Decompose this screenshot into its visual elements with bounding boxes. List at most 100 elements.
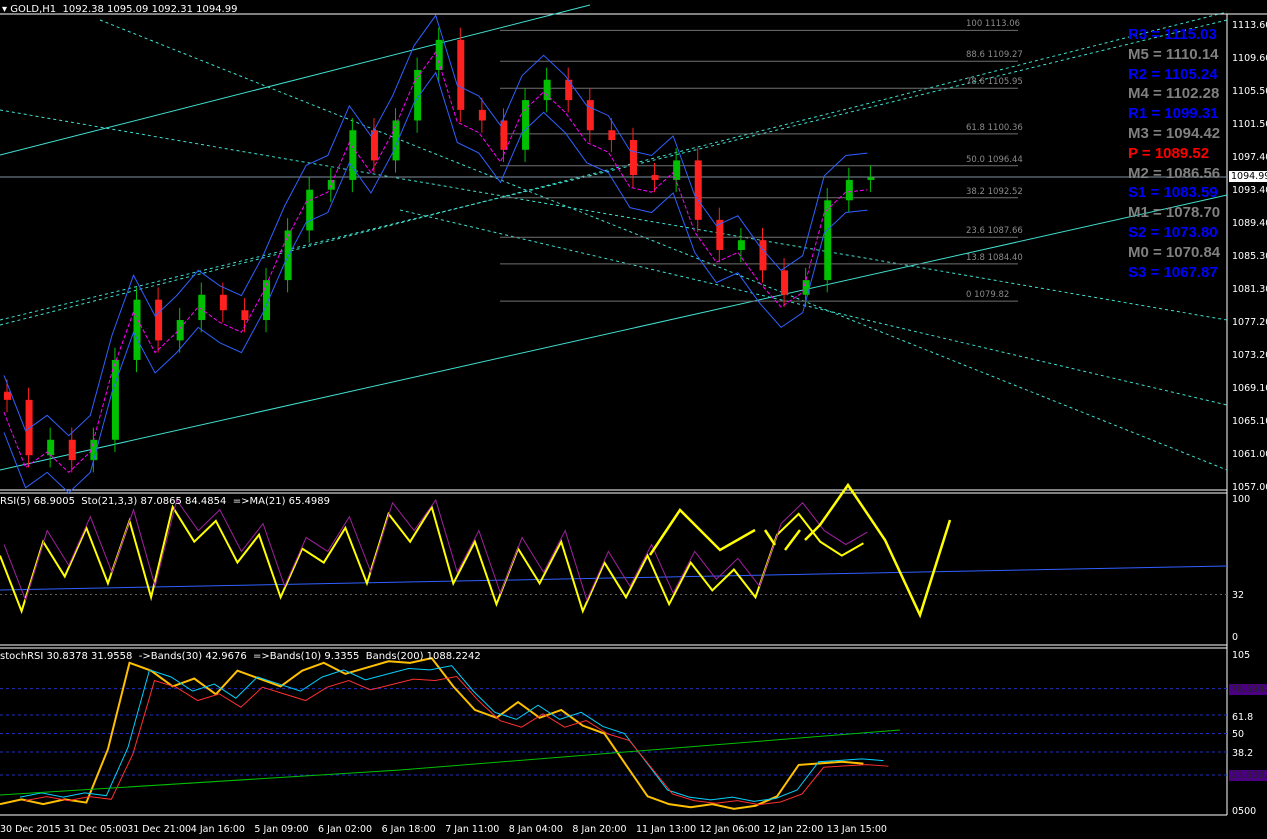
time-tick-label: 30 Dec 2015	[0, 824, 61, 835]
price-tick-label: 1081.30	[1232, 284, 1267, 295]
time-tick-label: 31 Dec 21:00	[127, 824, 192, 835]
pivot-label-m: M4 = 1102.28	[1128, 85, 1220, 103]
price-tick-label: 1085.30	[1232, 251, 1267, 262]
candle-body	[392, 120, 400, 161]
candle-body	[867, 177, 875, 180]
band-line	[19, 665, 884, 802]
stochrsi-tick-label: 105	[1232, 650, 1251, 661]
candle-body	[565, 79, 573, 101]
stochrsi-tick-label: 78.5942	[1229, 684, 1267, 695]
price-tick-label: 1069.10	[1232, 383, 1267, 394]
time-tick-label: 6 Jan 18:00	[381, 824, 436, 835]
candle-body	[845, 179, 853, 201]
pivot-label-m: M2 = 1086.56	[1128, 164, 1221, 182]
candle-body	[651, 175, 659, 180]
symbol-label: GOLD,H1	[10, 4, 57, 15]
trend-line	[99, 19, 1228, 471]
price-tick-label: 1109.60	[1232, 53, 1267, 64]
candle-body	[68, 439, 76, 461]
time-tick-label: 8 Jan 04:00	[508, 824, 563, 835]
price-tick-label: 1057.00	[1232, 482, 1267, 493]
candle-body	[284, 230, 292, 281]
annotation-arrow	[804, 482, 952, 619]
time-tick-label: 7 Jan 11:00	[445, 824, 500, 835]
pivot-label-m: M3 = 1094.42	[1128, 125, 1221, 142]
candle-body	[802, 280, 810, 295]
bollinger-band-line	[3, 14, 868, 437]
candle-body	[522, 100, 530, 150]
trend-line	[0, 11, 1228, 326]
current-price-label: 1094.99	[1229, 171, 1267, 182]
stochrsi-tick-label: 23.6092	[1229, 770, 1267, 781]
candle-body	[219, 294, 227, 311]
band-200-line	[0, 729, 901, 796]
price-tick-label: 1113.60	[1232, 20, 1267, 31]
stochrsi-tick-label: 0500	[1232, 806, 1257, 817]
candle-body	[198, 294, 206, 321]
candle-body	[435, 39, 443, 70]
candle-body	[133, 299, 141, 360]
time-tick-label: 31 Dec 05:00	[63, 824, 128, 835]
price-tick-label: 1093.40	[1232, 185, 1267, 196]
stochrsi-tick-label: 50	[1232, 729, 1245, 740]
band-line	[24, 675, 889, 806]
rsi-tick-label: 100	[1232, 494, 1251, 505]
candle-body	[457, 39, 465, 110]
rsi-tick-label: 0	[1232, 632, 1239, 643]
price-tick-label: 1061.00	[1232, 449, 1267, 460]
time-tick-label: 8 Jan 20:00	[572, 824, 627, 835]
price-tick-label: 1077.20	[1232, 317, 1267, 328]
fib-level-label: 100 1113.06	[966, 19, 1021, 30]
stochrsi-tick-label: 38.2	[1232, 748, 1254, 759]
price-tick-label: 1073.20	[1232, 350, 1267, 361]
candle-body	[737, 240, 745, 250]
candle-body	[263, 280, 271, 321]
time-tick-label: 5 Jan 09:00	[254, 824, 309, 835]
trend-line	[0, 4, 591, 156]
fib-level-label: 78.6 1105.95	[966, 77, 1023, 88]
candle-body	[306, 189, 314, 231]
candle-body	[500, 120, 508, 150]
candle-body	[47, 439, 55, 456]
candle-body	[824, 200, 832, 281]
ohlc-values: 1092.38 1095.09 1092.31 1094.99	[62, 4, 238, 15]
fib-level-label: 23.6 1087.66	[966, 226, 1023, 237]
candle-body	[370, 130, 378, 161]
price-tick-label: 1089.40	[1232, 218, 1267, 229]
price-tick-label: 1105.50	[1232, 86, 1267, 97]
pivot-label-s: S2 = 1073.80	[1128, 224, 1218, 241]
candle-body	[608, 130, 616, 141]
candle-body	[673, 160, 681, 180]
price-tick-label: 1097.40	[1232, 152, 1267, 163]
fib-level-label: 61.8 1100.36	[966, 122, 1023, 133]
rsi-line	[0, 504, 864, 615]
dropdown-triangle-icon[interactable]: ▾	[2, 4, 11, 15]
pivot-label-r: R1 = 1099.31	[1128, 105, 1219, 123]
time-tick-label: 4 Jan 16:00	[190, 824, 245, 835]
trend-line	[0, 19, 1228, 321]
time-tick-label: 11 Jan 13:00	[636, 824, 697, 835]
pivot-label-s: S1 = 1083.59	[1128, 184, 1218, 202]
candle-body	[781, 270, 789, 295]
annotation-arrow	[763, 529, 777, 546]
trend-line	[0, 194, 1228, 471]
trend-line	[0, 109, 1228, 321]
annotation-arrow	[648, 508, 756, 556]
candle-body	[241, 310, 249, 321]
pivot-label-m: M0 = 1070.84	[1128, 243, 1221, 261]
candle-body	[155, 299, 163, 341]
stochrsi-tick-label: 61.8	[1232, 712, 1254, 723]
time-tick-label: 12 Jan 06:00	[699, 824, 760, 835]
trend-line	[399, 209, 1228, 406]
candle-body	[543, 79, 551, 101]
stochrsi-line	[0, 657, 864, 810]
candle-body	[176, 320, 184, 341]
time-tick-label: 13 Jan 15:00	[826, 824, 887, 835]
candle-body	[629, 140, 637, 176]
stochrsi-panel-title: stochRSI 30.8378 31.9558 ->Bands(30) 42.…	[0, 651, 481, 662]
candle-body	[111, 359, 119, 440]
candle-body	[478, 109, 486, 121]
candle-body	[90, 439, 98, 461]
fib-level-label: 0 1079.82	[966, 290, 1010, 301]
